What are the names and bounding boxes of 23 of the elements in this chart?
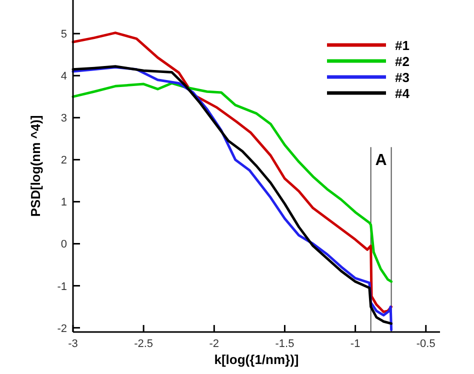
x-tick-label: -3 — [68, 338, 78, 350]
y-tick-label: 0 — [60, 238, 67, 251]
y-tick-label: 1 — [60, 196, 67, 209]
x-tick-label: -2 — [209, 338, 220, 350]
legend-label: #2 — [395, 54, 410, 69]
y-tick-label: 4 — [60, 70, 67, 83]
line-series — [72, 32, 393, 314]
y-tick-label: -2 — [57, 322, 67, 335]
x-axis-title: k[log({1/nm})] — [214, 352, 299, 367]
x-tick-label: -2.5 — [134, 338, 154, 350]
x-tick-label: -1.5 — [275, 338, 294, 350]
legend-label: #3 — [395, 70, 410, 85]
x-tick-label: -1 — [350, 338, 360, 350]
annotation: A — [375, 152, 388, 170]
y-axis-title: PSD[log(nm ^4)] — [28, 115, 43, 217]
y-tick-label: 3 — [60, 112, 67, 125]
x-tick-label: -0.5 — [416, 338, 436, 350]
line-series — [72, 82, 393, 283]
legend-label: #4 — [395, 86, 410, 101]
y-tick-label: 2 — [60, 154, 67, 167]
y-tick-label: -1 — [57, 280, 67, 293]
y-tick-label: 5 — [60, 28, 67, 41]
legend-label: #1 — [395, 38, 410, 53]
